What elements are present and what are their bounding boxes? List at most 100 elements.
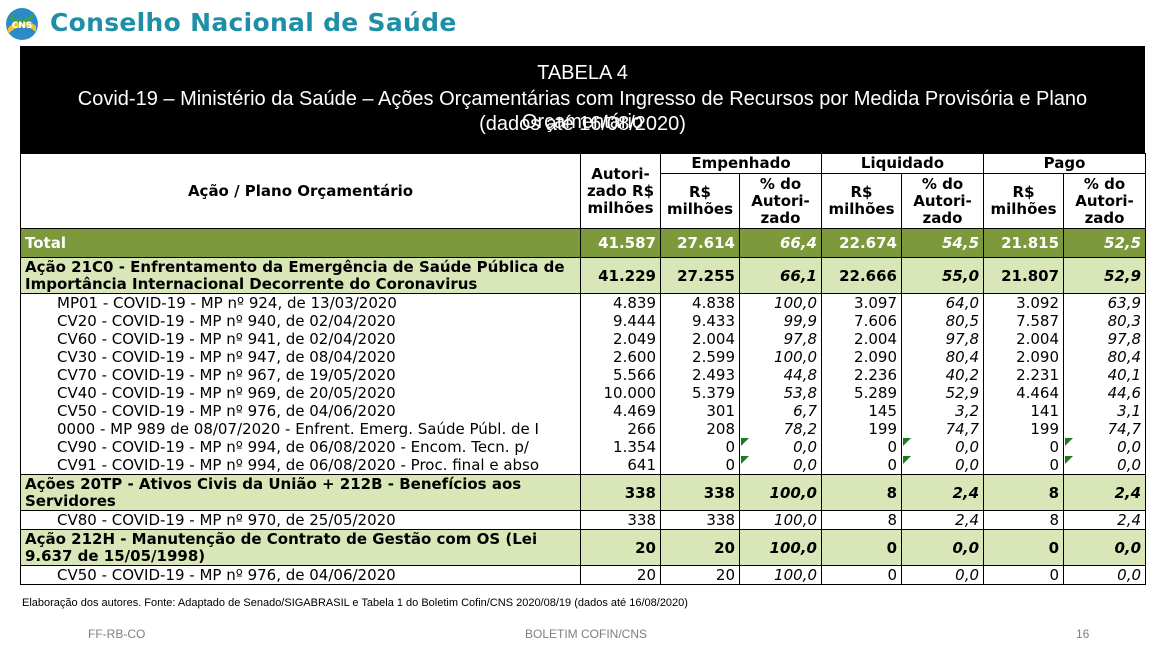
cell-pag: 8: [983, 474, 1065, 511]
footer-left: FF-RB-CO: [88, 627, 146, 641]
cell-liq: 2.090: [821, 348, 902, 366]
cell-pag-pct: 0,0: [1063, 565, 1147, 585]
col-header-acao: Ação / Plano Orçamentário: [20, 153, 581, 229]
cell-pag: 0: [983, 565, 1065, 585]
cell-pag: 4.464: [983, 384, 1065, 402]
cell-liq: 22.666: [821, 257, 902, 294]
cell-emp: 208: [660, 420, 740, 438]
cell-liq: 2.236: [821, 366, 902, 384]
table-title: Covid-19 – Ministério da Saúde – Ações O…: [77, 88, 1088, 133]
group-row: Ação 21C0 - Enfrentamento da Emergência …: [20, 257, 1147, 294]
table-row: CV30 - COVID-19 - MP nº 947, de 08/04/20…: [20, 348, 1147, 366]
cell-emp: 0: [660, 456, 740, 475]
cell-emp: 2.599: [660, 348, 740, 366]
table-row: CV91 - COVID-19 - MP nº 994, de 06/08/20…: [20, 456, 1147, 475]
cell-aut: 1.354: [580, 438, 661, 456]
cell-emp-pct: 100,0: [739, 529, 822, 566]
cell-emp: 27.255: [660, 257, 740, 294]
cell-emp: 338: [660, 474, 740, 511]
cell-emp: 2.004: [660, 330, 740, 348]
cell-emp-pct: 44,8: [739, 366, 822, 384]
cell-pag-pct: 52,5: [1063, 228, 1147, 258]
cell-emp-pct: 100,0: [739, 348, 822, 366]
cell-pag: 0: [983, 438, 1065, 456]
cell-emp: 0: [660, 438, 740, 456]
cell-liq: 0: [821, 438, 902, 456]
cell-liq-pct: 97,8: [900, 330, 985, 348]
table-row: 0000 - MP 989 de 08/07/2020 - Enfrent. E…: [20, 420, 1147, 438]
page-header: CNS Conselho Nacional de Saúde: [0, 0, 1164, 48]
row-label: MP01 - COVID-19 - MP nº 924, de 13/03/20…: [20, 293, 581, 312]
cell-emp: 5.379: [660, 384, 740, 402]
row-label: CV60 - COVID-19 - MP nº 941, de 02/04/20…: [20, 330, 581, 348]
cell-pag-pct: 3,1: [1063, 402, 1147, 420]
row-label: CV20 - COVID-19 - MP nº 940, de 02/04/20…: [20, 312, 581, 330]
cell-aut: 2.600: [580, 348, 661, 366]
cell-pag-pct: 2,4: [1063, 510, 1147, 530]
table-date: (dados até 16/08/2020): [479, 113, 686, 135]
cell-aut: 266: [580, 420, 661, 438]
cns-logo-icon: CNS: [6, 8, 38, 40]
row-label: CV40 - COVID-19 - MP nº 969, de 20/05/20…: [20, 384, 581, 402]
cell-emp-pct: 100,0: [739, 293, 822, 312]
cell-emp-pct: 78,2: [739, 420, 822, 438]
cell-pag: 7.587: [983, 312, 1065, 330]
col-header-liq-rs: R$ milhões: [821, 173, 902, 229]
cell-pag-pct: 52,9: [1063, 257, 1147, 294]
table-row: CV20 - COVID-19 - MP nº 940, de 02/04/20…: [20, 312, 1147, 330]
cell-liq-pct: 2,4: [900, 474, 985, 511]
col-header-liquidado: Liquidado: [820, 153, 985, 174]
cell-liq: 0: [821, 565, 902, 585]
svg-text:CNS: CNS: [12, 21, 33, 31]
total-row: Total 41.587 27.614 66,4 22.674 54,5 21.815 52,…: [20, 228, 1147, 258]
row-label: CV50 - COVID-19 - MP nº 976, de 04/06/20…: [20, 565, 581, 585]
cell-pag: 0: [983, 456, 1065, 475]
cell-aut: 4.469: [580, 402, 661, 420]
cell-aut: 4.839: [580, 293, 661, 312]
cell-emp: 301: [660, 402, 740, 420]
cell-pag: 2.090: [983, 348, 1065, 366]
col-header-pag-rs: R$ milhões: [983, 173, 1065, 229]
cell-pag-pct: 80,3: [1063, 312, 1147, 330]
cell-liq-pct: 74,7: [900, 420, 985, 438]
cell-aut: 41.587: [580, 228, 661, 258]
cell-pag-pct: 0,0: [1063, 438, 1147, 456]
col-header-empenhado: Empenhado: [660, 153, 822, 174]
cell-liq: 199: [821, 420, 902, 438]
group-row: Ações 20TP - Ativos Civis da União + 212…: [20, 474, 1147, 511]
cell-liq-pct: 55,0: [900, 257, 985, 294]
cell-pag-pct: 0,0: [1063, 456, 1147, 475]
cell-aut: 41.229: [580, 257, 661, 294]
cell-emp-pct: 97,8: [739, 330, 822, 348]
table-title-box: TABELA 4 Covid-19 – Ministério da Saúde …: [20, 46, 1145, 154]
cell-pag: 199: [983, 420, 1065, 438]
cell-liq: 22.674: [821, 228, 902, 258]
cell-aut: 338: [580, 510, 661, 530]
cell-emp: 338: [660, 510, 740, 530]
cell-liq-pct: 40,2: [900, 366, 985, 384]
cell-aut: 20: [580, 529, 661, 566]
cell-aut: 20: [580, 565, 661, 585]
cell-pag-pct: 40,1: [1063, 366, 1147, 384]
row-label: Ação 212H - Manutenção de Contrato de Ge…: [20, 529, 581, 566]
cell-liq-pct: 0,0: [900, 438, 985, 456]
cell-liq: 145: [821, 402, 902, 420]
brand-title: Conselho Nacional de Saúde: [50, 8, 457, 37]
cell-emp-pct: 53,8: [739, 384, 822, 402]
source-note: Elaboração dos autores. Fonte: Adaptado …: [22, 597, 688, 609]
row-label: Total: [20, 228, 581, 258]
page-number: 16: [1076, 627, 1090, 641]
cell-emp: 9.433: [660, 312, 740, 330]
cell-liq-pct: 0,0: [900, 456, 985, 475]
col-header-emp-pct: % do Autori-zado: [739, 173, 822, 229]
cell-liq-pct: 0,0: [900, 565, 985, 585]
cell-emp-pct: 6,7: [739, 402, 822, 420]
table-row: CV50 - COVID-19 - MP nº 976, de 04/06/20…: [20, 402, 1147, 420]
row-label: CV80 - COVID-19 - MP nº 970, de 25/05/20…: [20, 510, 581, 530]
cell-emp-pct: 66,4: [739, 228, 822, 258]
cell-aut: 5.566: [580, 366, 661, 384]
cell-liq-pct: 54,5: [900, 228, 985, 258]
row-label: CV50 - COVID-19 - MP nº 976, de 04/06/20…: [20, 402, 581, 420]
cell-pag-pct: 2,4: [1063, 474, 1147, 511]
col-header-emp-rs: R$ milhões: [660, 173, 740, 229]
